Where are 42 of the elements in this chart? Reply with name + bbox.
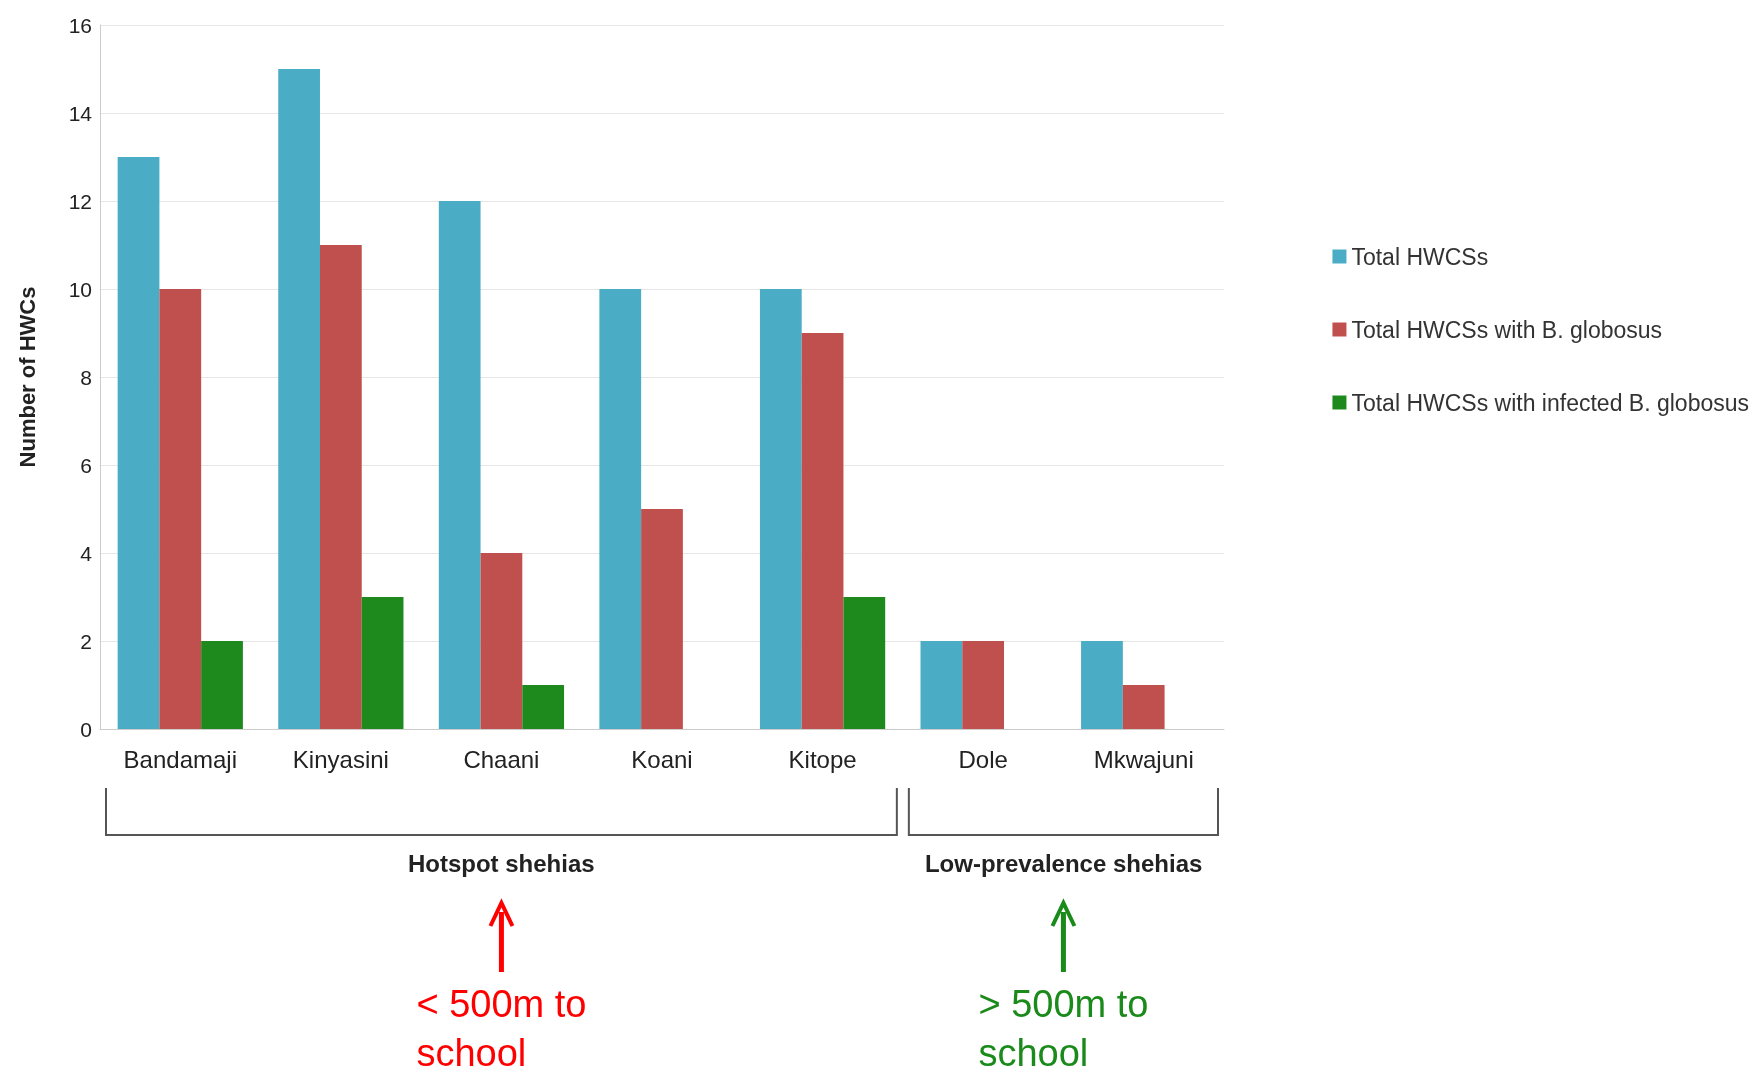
y-tick-label: 4 [80,541,93,565]
bar [159,289,202,729]
bar [361,597,404,729]
text: > 500m to school [978,982,1150,1077]
bar [801,333,844,729]
bar [843,597,886,729]
y-axis-title: Number of HWCs [14,286,40,468]
bar [759,289,802,729]
bar [438,201,481,729]
x-tick-label: Kinyasini [292,745,389,773]
bar [278,69,320,729]
bar [962,641,1005,729]
bar [319,245,362,729]
text: Hotspot shehias [407,850,595,878]
y-tick-label: 10 [68,277,92,301]
bar [1122,685,1165,729]
bar [641,509,683,729]
x-tick-label: Mkwajuni [1093,745,1194,773]
legend-label: Total HWCSs with infected B. globosus [1351,389,1749,416]
y-tick-label: 6 [80,453,92,477]
x-tick-label: Dole [958,745,1008,773]
bar [522,685,565,729]
legend-label: Total HWCSs [1351,243,1489,270]
bar [1081,641,1123,729]
bar [599,289,642,729]
x-tick-label: Chaani [463,745,540,773]
x-tick-label: Koani [631,745,693,773]
y-tick-label: 0 [80,717,92,741]
bar [480,553,523,729]
x-tick-label: Bandamaji [123,745,237,773]
x-tick-label: Kitope [788,745,857,773]
y-tick-label: 8 [80,365,92,389]
bar [201,641,243,729]
y-tick-label: 2 [80,629,92,653]
y-tick-label: 14 [68,101,93,125]
y-tick-label: 16 [68,13,92,37]
bar [117,157,160,729]
y-tick-label: 12 [68,189,92,213]
bar [920,641,963,729]
legend-label: Total HWCSs with B. globosus [1351,316,1663,343]
text: < 500m to school [416,982,588,1077]
text: Low-prevalence shehias [924,850,1203,878]
